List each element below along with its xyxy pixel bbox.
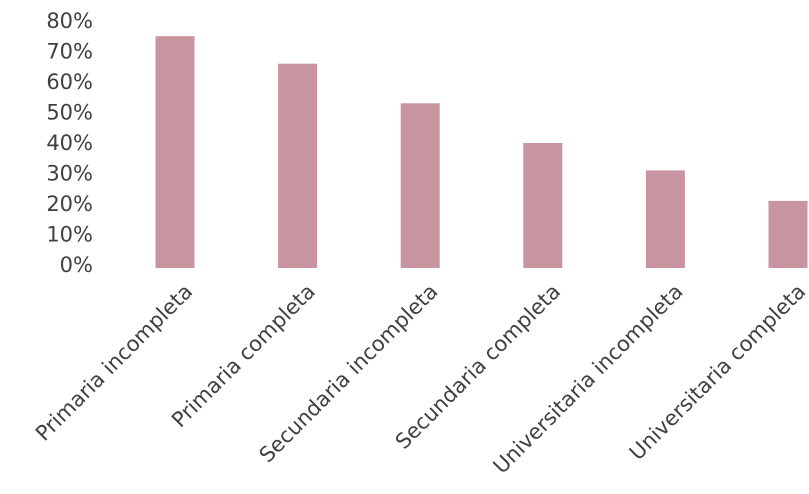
y-tick-label: 50% xyxy=(46,101,93,125)
y-tick-label: 30% xyxy=(46,162,93,186)
y-tick-label: 80% xyxy=(46,9,93,33)
y-tick-label: 40% xyxy=(46,131,93,155)
bar xyxy=(645,170,685,268)
bar xyxy=(523,143,563,268)
y-tick-label: 20% xyxy=(46,192,93,216)
bar xyxy=(400,103,440,268)
y-tick-label: 70% xyxy=(46,40,93,64)
bars-group xyxy=(155,36,808,269)
y-tick-label: 0% xyxy=(60,253,93,277)
bar xyxy=(155,36,195,269)
y-axis: 0% 10% 20% 30% 40% 50% 60% 70% 80% xyxy=(46,9,93,277)
bar xyxy=(278,63,318,269)
y-tick-label: 60% xyxy=(46,70,93,94)
bar xyxy=(768,200,808,268)
y-tick-label: 10% xyxy=(46,223,93,247)
